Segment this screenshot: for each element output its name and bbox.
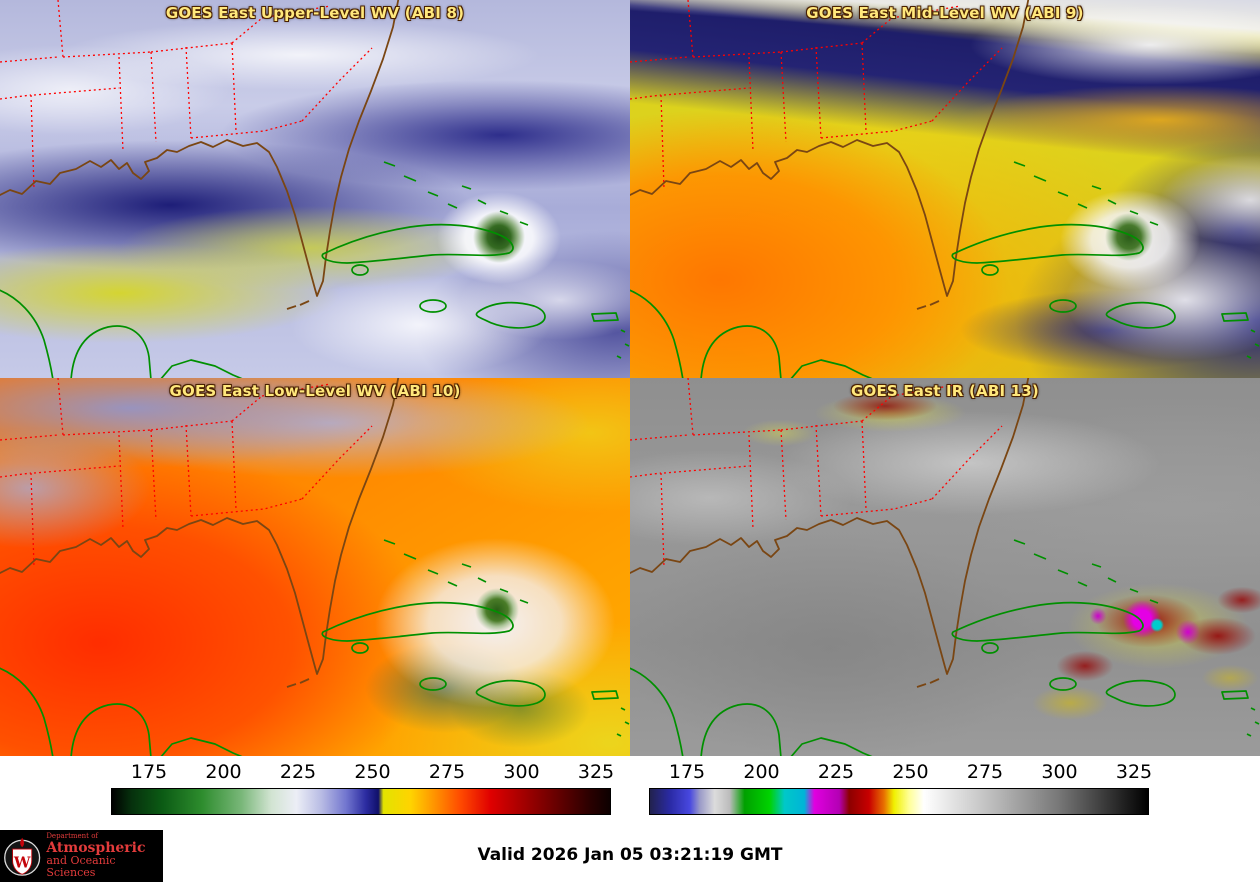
us-coastline — [630, 0, 1030, 310]
ir-colorbar-gradient — [649, 788, 1149, 815]
valid-timestamp: Valid 2026 Jan 05 03:21:19 GMT — [477, 844, 783, 865]
map-overlay-slot — [0, 378, 630, 756]
caribbean-coastlines — [0, 161, 630, 378]
map-overlay-slot — [630, 378, 1260, 756]
logo-line-1: Department of — [46, 832, 99, 841]
panel-title-abi8: GOES East Upper-Level WV (ABI 8) — [165, 4, 465, 22]
wv-colorbar-ticks: 175 200 225 250 275 300 325 — [111, 760, 615, 788]
tick-label: 225 — [279, 761, 317, 783]
tick-label: 300 — [503, 761, 540, 783]
colorbar-row: 175 200 225 250 275 300 325 175 200 225 250 275 300… — [0, 756, 1260, 830]
uw-aos-logo: W Department of Atmospheric and Oceanic … — [0, 830, 163, 882]
tick-label: 200 — [743, 761, 780, 783]
us-coastline — [630, 378, 1030, 688]
us-coastline — [0, 0, 400, 310]
tick-label: 175 — [668, 761, 706, 783]
tick-label: 325 — [577, 761, 615, 783]
caribbean-coastlines — [0, 539, 630, 756]
coastline-overlay — [0, 378, 630, 756]
state-borders — [0, 0, 373, 190]
state-borders — [630, 0, 1003, 190]
tick-label: 275 — [966, 761, 1004, 783]
footer: W Department of Atmospheric and Oceanic … — [0, 830, 1260, 882]
panel-title-abi13: GOES East IR (ABI 13) — [850, 382, 1039, 400]
ir-colorbar: 175 200 225 250 275 300 325 — [649, 760, 1153, 830]
logo-text: Department of Atmospheric and Oceanic Sc… — [46, 832, 163, 880]
us-coastline — [0, 378, 400, 688]
state-borders — [0, 378, 373, 568]
panel-mid-level-wv: GOES East Mid-Level WV (ABI 9) — [630, 0, 1260, 378]
tick-label: 325 — [1115, 761, 1153, 783]
crest-letter: W — [13, 854, 31, 871]
panel-title-abi10: GOES East Low-Level WV (ABI 10) — [169, 382, 461, 400]
coastline-overlay — [630, 0, 1260, 378]
caribbean-coastlines — [630, 161, 1260, 378]
uw-crest-icon: W — [4, 837, 41, 876]
coastline-overlay — [0, 0, 630, 378]
tick-label: 175 — [130, 761, 168, 783]
map-overlay-slot — [0, 0, 630, 378]
map-overlay-slot — [630, 0, 1260, 378]
panel-title-abi9: GOES East Mid-Level WV (ABI 9) — [806, 4, 1084, 22]
tick-label: 250 — [892, 761, 929, 783]
tick-label: 225 — [817, 761, 855, 783]
tick-label: 275 — [428, 761, 466, 783]
wv-colorbar-gradient — [111, 788, 611, 815]
logo-line-3: and Oceanic Sciences — [46, 854, 116, 880]
wv-colorbar: 175 200 225 250 275 300 325 — [111, 760, 615, 830]
panel-ir: GOES East IR (ABI 13) — [630, 378, 1260, 756]
logo-line-2: Atmospheric — [46, 839, 146, 856]
tick-label: 250 — [354, 761, 391, 783]
tick-label: 200 — [205, 761, 242, 783]
satellite-panel-grid: GOES East Upper-Level WV (ABI 8) GOES Ea… — [0, 0, 1260, 756]
coastline-overlay — [630, 378, 1260, 756]
state-borders — [630, 378, 1003, 568]
panel-low-level-wv: GOES East Low-Level WV (ABI 10) — [0, 378, 630, 756]
ir-colorbar-ticks: 175 200 225 250 275 300 325 — [649, 760, 1153, 788]
caribbean-coastlines — [630, 539, 1260, 756]
panel-upper-level-wv: GOES East Upper-Level WV (ABI 8) — [0, 0, 630, 378]
tick-label: 300 — [1041, 761, 1078, 783]
